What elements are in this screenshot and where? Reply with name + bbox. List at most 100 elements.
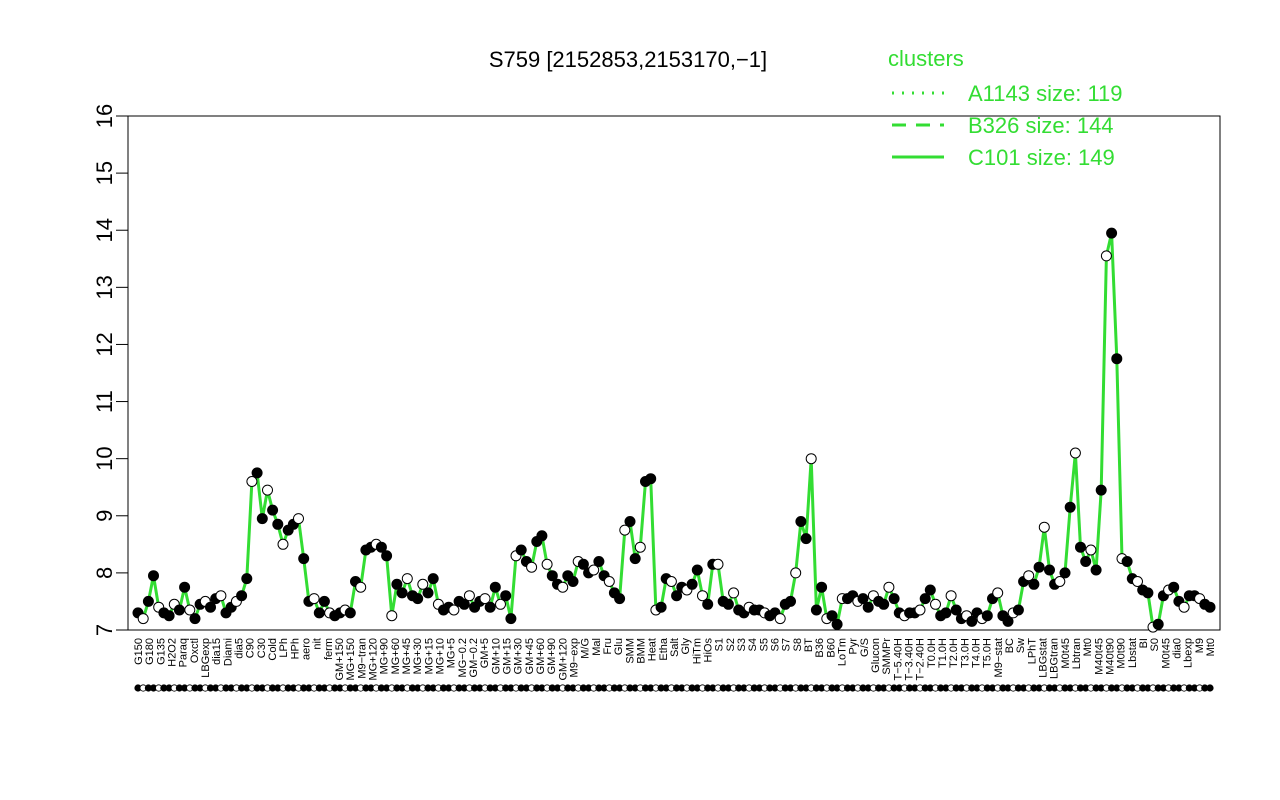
data-point	[831, 618, 843, 630]
data-point	[1059, 567, 1071, 579]
x-tick-label: M0t45	[1160, 638, 1172, 669]
data-point	[614, 593, 626, 605]
x-tick-label: LBGtran	[1049, 638, 1061, 679]
data-point	[924, 584, 936, 596]
data-point	[857, 593, 869, 605]
y-tick-label: 15	[92, 161, 117, 185]
y-tick-label: 11	[92, 390, 117, 413]
x-tick-label: G/S	[859, 638, 871, 657]
x-tick-label: Etha	[658, 637, 670, 661]
data-point	[629, 553, 641, 565]
x-tick-label: HPh	[289, 638, 301, 659]
data-point	[992, 587, 1004, 599]
x-tick-label: MG+5	[446, 638, 458, 668]
data-point	[655, 601, 667, 613]
data-point	[1090, 564, 1102, 576]
data-point	[298, 553, 310, 565]
data-point	[785, 595, 796, 607]
data-point	[671, 590, 683, 602]
data-point	[458, 598, 470, 610]
data-point	[412, 593, 424, 605]
x-tick-label: C90	[245, 638, 257, 658]
x-tick-label: Sw	[1015, 638, 1027, 653]
x-tick-label: B60	[825, 638, 837, 658]
data-point	[810, 604, 822, 616]
data-point	[381, 550, 393, 562]
x-tick-label: M9−stat	[993, 638, 1005, 677]
x-tick-label: Glu	[613, 638, 625, 655]
x-tick-label: BI	[1138, 638, 1150, 648]
legend-title: clusters	[888, 46, 964, 71]
x-tick-label: MG+15	[423, 638, 435, 674]
y-tick-label: 9	[92, 510, 117, 522]
x-tick-label: GM+30	[513, 638, 525, 674]
data-point	[173, 604, 185, 616]
x-tick-label: Salt	[669, 638, 681, 657]
data-point	[624, 516, 636, 527]
x-tick-label: T3.0H	[959, 638, 971, 668]
x-tick-label: LBGexp	[200, 638, 212, 678]
y-axis: 7 8 9 10 11 12 13 14 15 16	[92, 104, 128, 636]
data-point	[1100, 250, 1112, 262]
data-point	[1064, 501, 1076, 513]
data-point	[1095, 484, 1107, 496]
x-tick-label: Heat	[647, 638, 659, 661]
data-point	[375, 541, 387, 553]
data-point	[500, 590, 512, 602]
x-tick-label: S1	[714, 638, 726, 651]
x-tick-label: Cold	[267, 638, 279, 661]
x-tick-label: MG+30	[412, 638, 424, 674]
data-point	[355, 581, 367, 593]
x-tick-label: Pyr	[848, 638, 860, 655]
data-point	[184, 604, 196, 616]
x-tick-label: MG+150	[345, 638, 357, 681]
data-point	[277, 538, 289, 550]
data-point	[945, 590, 957, 602]
data-point	[878, 598, 890, 610]
y-tick-label: 13	[92, 275, 117, 299]
data-point	[826, 610, 838, 622]
x-tick-label: dia15	[211, 638, 223, 665]
data-point	[495, 598, 506, 610]
x-tick-label: dia5	[234, 638, 246, 659]
data-point	[557, 581, 569, 593]
x-tick-label: S0	[1149, 638, 1161, 651]
x-tick-label: ferm	[323, 638, 335, 660]
x-tick-label: T5.0H	[982, 638, 994, 668]
x-tick-label: LBGstat	[1038, 638, 1050, 678]
x-tick-label: G150	[133, 638, 145, 665]
data-point	[1044, 564, 1055, 576]
data-point	[816, 581, 828, 593]
data-point	[313, 607, 325, 619]
data-point	[344, 607, 356, 619]
data-point	[236, 590, 248, 602]
data-point	[1028, 578, 1040, 590]
x-tick-label: Lbexp	[1183, 638, 1195, 668]
data-point	[515, 544, 527, 556]
x-tick-label: B36	[814, 638, 826, 658]
legend-label: A1143 size: 119	[968, 81, 1123, 106]
x-tick-label: G180	[144, 638, 156, 665]
data-point	[691, 564, 703, 576]
y-tick-label: 10	[92, 446, 117, 470]
data-point	[795, 516, 807, 527]
x-tick-label: MG−0.2	[457, 638, 469, 677]
x-tick-label: GM+60	[535, 638, 547, 674]
x-tick-label: Diami	[222, 638, 234, 666]
x-tick-label: LoTm	[837, 638, 849, 666]
data-point	[391, 578, 403, 590]
data-point	[546, 570, 558, 582]
x-tick-label: Mt0	[1205, 638, 1217, 656]
data-point	[588, 564, 600, 576]
data-point	[1111, 353, 1123, 365]
x-tick-label: S6	[770, 638, 782, 651]
x-tick-label: GM+5	[479, 638, 491, 668]
legend-label: B326 size: 144	[968, 113, 1114, 138]
data-point	[567, 576, 579, 587]
x-tick-label: S3	[736, 638, 748, 651]
data-point	[318, 595, 330, 607]
data-point	[484, 601, 496, 613]
data-point	[267, 504, 279, 516]
data-point	[1038, 521, 1050, 533]
data-point	[489, 581, 501, 593]
